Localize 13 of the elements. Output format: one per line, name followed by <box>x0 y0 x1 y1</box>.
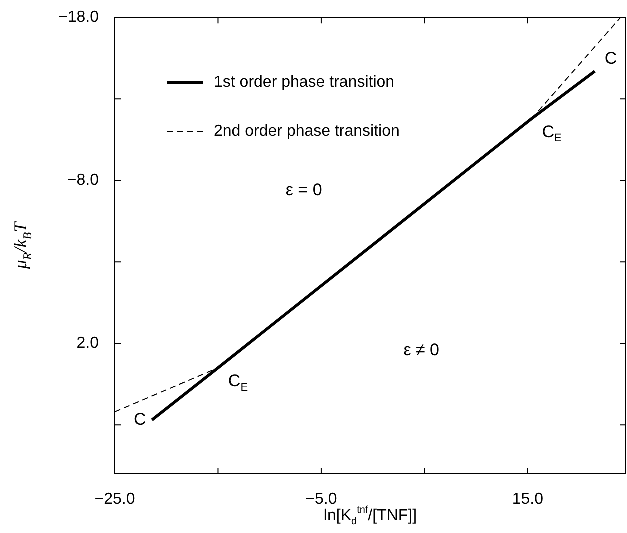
x-tick-label: −25.0 <box>94 491 136 508</box>
x-tick-label: −5.0 <box>306 491 338 508</box>
x-tick-label: 15.0 <box>512 491 544 508</box>
y-tick-label: 2.0 <box>76 335 100 352</box>
annotation: ε = 0 <box>286 180 322 200</box>
legend-label: 1st order phase transition <box>214 74 395 92</box>
legend-label: 2nd order phase transition <box>214 123 400 140</box>
annotation: C <box>604 49 618 68</box>
y-tick-label: −8.0 <box>67 172 100 190</box>
annotation: ε ≠ 0 <box>404 340 440 360</box>
annotation: C <box>134 410 146 429</box>
y-tick-label: −18.0 <box>58 9 100 26</box>
y-axis-title: μR/kBT <box>10 220 34 270</box>
